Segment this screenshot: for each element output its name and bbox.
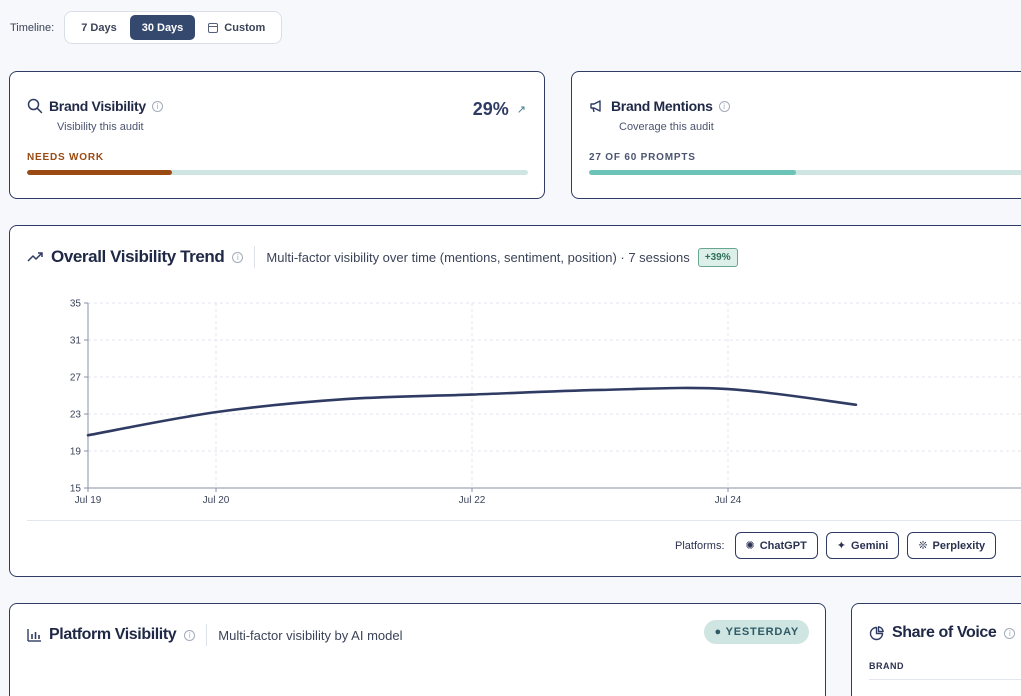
brand-visibility-progress-bar [27,170,528,175]
brand-visibility-title: Brand Visibility [49,98,146,114]
trending-up-icon [27,252,43,262]
info-icon[interactable]: i [718,100,730,112]
perplexity-icon: ❊ [918,539,928,552]
calendar-icon [208,22,219,33]
info-icon[interactable]: i [151,100,163,112]
timeline-custom-button[interactable]: Custom [195,15,278,40]
platform-perplexity-label: Perplexity [932,539,986,552]
platform-filter: Platforms: ✺ ChatGPT ✦ Gemini ❊ Perplexi… [675,532,997,559]
platform-visibility-header: Platform Visibility i Multi-factor visib… [27,624,403,646]
platform-gemini-label: Gemini [851,539,889,552]
x-tick-label: Jul 19 [75,495,102,506]
brand-visibility-header: Brand Visibility i [27,98,163,114]
share-of-voice-card: Share of Voice i BRAND [851,603,1021,696]
series-line [86,386,858,437]
y-tick-label: 35 [70,299,82,310]
brand-mentions-progress-bar [589,170,1021,175]
visibility-trend-header: Overall Visibility Trend i Multi-factor … [27,246,738,268]
trend-up-arrow-icon: ↗ [516,104,526,116]
platforms-label: Platforms: [675,539,725,552]
header-divider [254,246,256,268]
brand-mentions-subtitle: Coverage this audit [619,121,714,133]
megaphone-icon [590,100,601,113]
y-tick-label: 23 [70,410,82,421]
platform-chatgpt-label: ChatGPT [759,539,807,552]
brand-mentions-card: Brand Mentions i Coverage this audit 27 … [571,71,1021,199]
yesterday-badge: ● YESTERDAY [704,620,809,644]
x-tick-label: Jul 24 [715,495,742,506]
timeline-custom-label: Custom [224,21,266,34]
table-divider [869,679,1021,680]
timeline-7-days-button[interactable]: 7 Days [81,21,117,34]
platform-chatgpt-button[interactable]: ✺ ChatGPT [734,532,818,559]
brand-mentions-header: Brand Mentions i [589,98,730,114]
info-icon[interactable]: i [184,629,196,641]
platform-gemini-button[interactable]: ✦ Gemini [825,532,900,559]
timeline-selector: Timeline: 7 Days 30 Days Custom [10,11,283,44]
share-of-voice-title: Share of Voice [892,624,997,641]
gemini-icon: ✦ [836,539,847,552]
header-divider [206,624,208,646]
brand-mentions-progress-fill [589,170,797,175]
info-icon[interactable]: i [1004,627,1016,639]
timeline-label: Timeline: [10,21,55,34]
visibility-trend-title: Overall Visibility Trend [51,247,225,266]
visibility-trend-chart: 15 19 23 27 31 35 Jul 19 Jul 20 Jul 22 Jul 24 [70,299,1021,506]
trend-change-badge: +39% [697,247,738,267]
chart-divider [27,520,1021,521]
chatgpt-icon: ✺ [745,539,755,552]
pie-chart-icon [869,625,884,640]
timeline-30-days-button[interactable]: 30 Days [129,15,196,40]
brand-visibility-progress-fill [27,170,173,175]
x-tick-label: Jul 20 [203,495,230,506]
x-tick-label: Jul 22 [459,495,486,506]
y-tick-label: 19 [70,447,82,458]
share-of-voice-header: Share of Voice i [869,624,1016,642]
visibility-trend-card: Overall Visibility Trend i Multi-factor … [9,225,1021,577]
yesterday-badge-label: YESTERDAY [725,626,799,638]
brand-column-header: BRAND [869,661,904,671]
bar-chart-icon [27,628,41,642]
y-tick-label: 27 [70,373,82,384]
platform-visibility-title: Platform Visibility [49,626,177,643]
timeline-segmented-control: 7 Days 30 Days Custom [64,11,283,44]
search-icon [27,98,43,114]
platform-perplexity-button[interactable]: ❊ Perplexity [907,532,997,559]
y-tick-label: 15 [70,484,82,495]
brand-mentions-status: 27 OF 60 PROMPTS [589,152,696,163]
brand-visibility-percent: 29% [472,99,509,119]
brand-visibility-value: 29% ↗ [473,99,526,120]
visibility-trend-description: Multi-factor visibility over time (menti… [266,249,690,265]
platform-visibility-card: Platform Visibility i Multi-factor visib… [9,603,826,696]
y-tick-label: 31 [70,336,82,347]
brand-visibility-subtitle: Visibility this audit [57,121,144,133]
platform-visibility-description: Multi-factor visibility by AI model [218,627,403,643]
info-icon[interactable]: i [232,251,244,263]
brand-visibility-status: NEEDS WORK [27,152,104,163]
brand-mentions-title: Brand Mentions [611,98,713,114]
brand-visibility-card: Brand Visibility i Visibility this audit… [9,71,545,199]
